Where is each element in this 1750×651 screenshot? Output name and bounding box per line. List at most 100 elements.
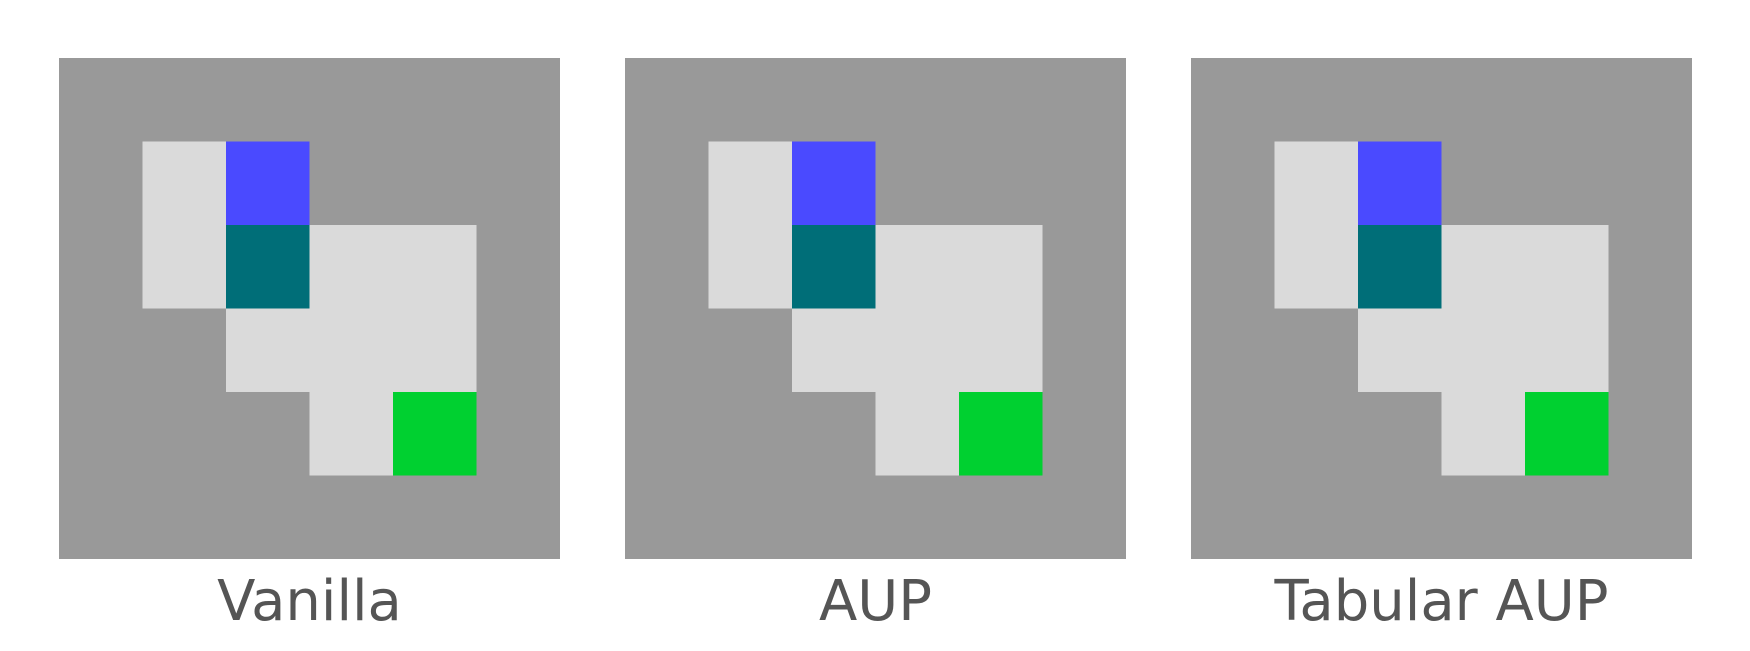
wall-cell <box>1042 58 1126 143</box>
wall-cell <box>59 392 144 477</box>
wall-cell <box>1358 475 1443 559</box>
wall-cell <box>1274 58 1359 143</box>
floor-cell <box>309 392 394 477</box>
wall-cell <box>393 58 478 143</box>
floor-cell <box>309 308 394 393</box>
wall-cell <box>1274 392 1359 477</box>
wall-cell <box>142 308 227 393</box>
floor-cell <box>142 225 227 310</box>
agent-cell <box>226 141 311 226</box>
gridworld-tabular-aup <box>1191 58 1692 559</box>
goal-cell <box>959 392 1044 477</box>
wall-cell <box>708 475 793 559</box>
wall-cell <box>625 225 710 310</box>
wall-cell <box>226 392 311 477</box>
panel-label-aup: AUP <box>818 569 933 634</box>
wall-cell <box>1042 141 1126 226</box>
wall-cell <box>476 141 560 226</box>
wall-cell <box>875 475 960 559</box>
floor-cell <box>875 225 960 310</box>
wall-cell <box>1525 141 1610 226</box>
wall-cell <box>1608 392 1692 477</box>
goal-cell <box>393 392 478 477</box>
wall-cell <box>959 475 1044 559</box>
floor-cell <box>142 141 227 226</box>
panel-vanilla: Vanilla <box>59 58 560 634</box>
agent-cell <box>1358 141 1443 226</box>
wall-cell <box>625 308 710 393</box>
wall-cell <box>708 308 793 393</box>
wall-cell <box>309 141 394 226</box>
wall-cell <box>1441 58 1526 143</box>
wall-cell <box>142 58 227 143</box>
wall-cell <box>792 392 877 477</box>
floor-cell <box>959 308 1044 393</box>
floor-cell <box>1441 392 1526 477</box>
wall-cell <box>1042 392 1126 477</box>
wall-cell <box>59 475 144 559</box>
agent-cell <box>792 141 877 226</box>
wall-cell <box>476 392 560 477</box>
floor-cell <box>792 308 877 393</box>
wall-cell <box>1274 308 1359 393</box>
wall-cell <box>625 475 710 559</box>
wall-cell <box>1525 58 1610 143</box>
floor-cell <box>309 225 394 310</box>
wall-cell <box>1191 141 1276 226</box>
floor-cell <box>1274 225 1359 310</box>
key-cell <box>792 225 877 310</box>
wall-cell <box>1191 225 1276 310</box>
panel-label-tabular-aup: Tabular AUP <box>1274 569 1609 634</box>
wall-cell <box>625 58 710 143</box>
panel-aup: AUP <box>625 58 1126 634</box>
wall-cell <box>1191 475 1276 559</box>
wall-cell <box>625 392 710 477</box>
wall-cell <box>1191 308 1276 393</box>
goal-cell <box>1525 392 1610 477</box>
wall-cell <box>476 225 560 310</box>
wall-cell <box>226 58 311 143</box>
floor-cell <box>226 308 311 393</box>
floor-cell <box>708 141 793 226</box>
key-cell <box>226 225 311 310</box>
wall-cell <box>59 308 144 393</box>
wall-cell <box>1441 475 1526 559</box>
wall-cell <box>1608 225 1692 310</box>
wall-cell <box>708 58 793 143</box>
wall-cell <box>625 141 710 226</box>
wall-cell <box>1042 225 1126 310</box>
wall-cell <box>1608 475 1692 559</box>
floor-cell <box>1441 225 1526 310</box>
wall-cell <box>309 58 394 143</box>
wall-cell <box>792 58 877 143</box>
wall-cell <box>59 58 144 143</box>
wall-cell <box>1358 392 1443 477</box>
floor-cell <box>1525 308 1610 393</box>
floor-cell <box>875 392 960 477</box>
wall-cell <box>59 141 144 226</box>
wall-cell <box>1191 392 1276 477</box>
wall-cell <box>1042 475 1126 559</box>
wall-cell <box>1191 58 1276 143</box>
floor-cell <box>1525 225 1610 310</box>
wall-cell <box>1042 308 1126 393</box>
wall-cell <box>393 141 478 226</box>
wall-cell <box>1358 58 1443 143</box>
panel-label-vanilla: Vanilla <box>217 569 402 634</box>
floor-cell <box>393 225 478 310</box>
wall-cell <box>476 308 560 393</box>
floor-cell <box>875 308 960 393</box>
floor-cell <box>393 308 478 393</box>
floor-cell <box>1274 141 1359 226</box>
wall-cell <box>476 475 560 559</box>
wall-cell <box>1274 475 1359 559</box>
wall-cell <box>142 475 227 559</box>
wall-cell <box>1525 475 1610 559</box>
wall-cell <box>476 58 560 143</box>
wall-cell <box>393 475 478 559</box>
floor-cell <box>708 225 793 310</box>
wall-cell <box>875 58 960 143</box>
wall-cell <box>792 475 877 559</box>
wall-cell <box>1608 308 1692 393</box>
floor-cell <box>1358 308 1443 393</box>
